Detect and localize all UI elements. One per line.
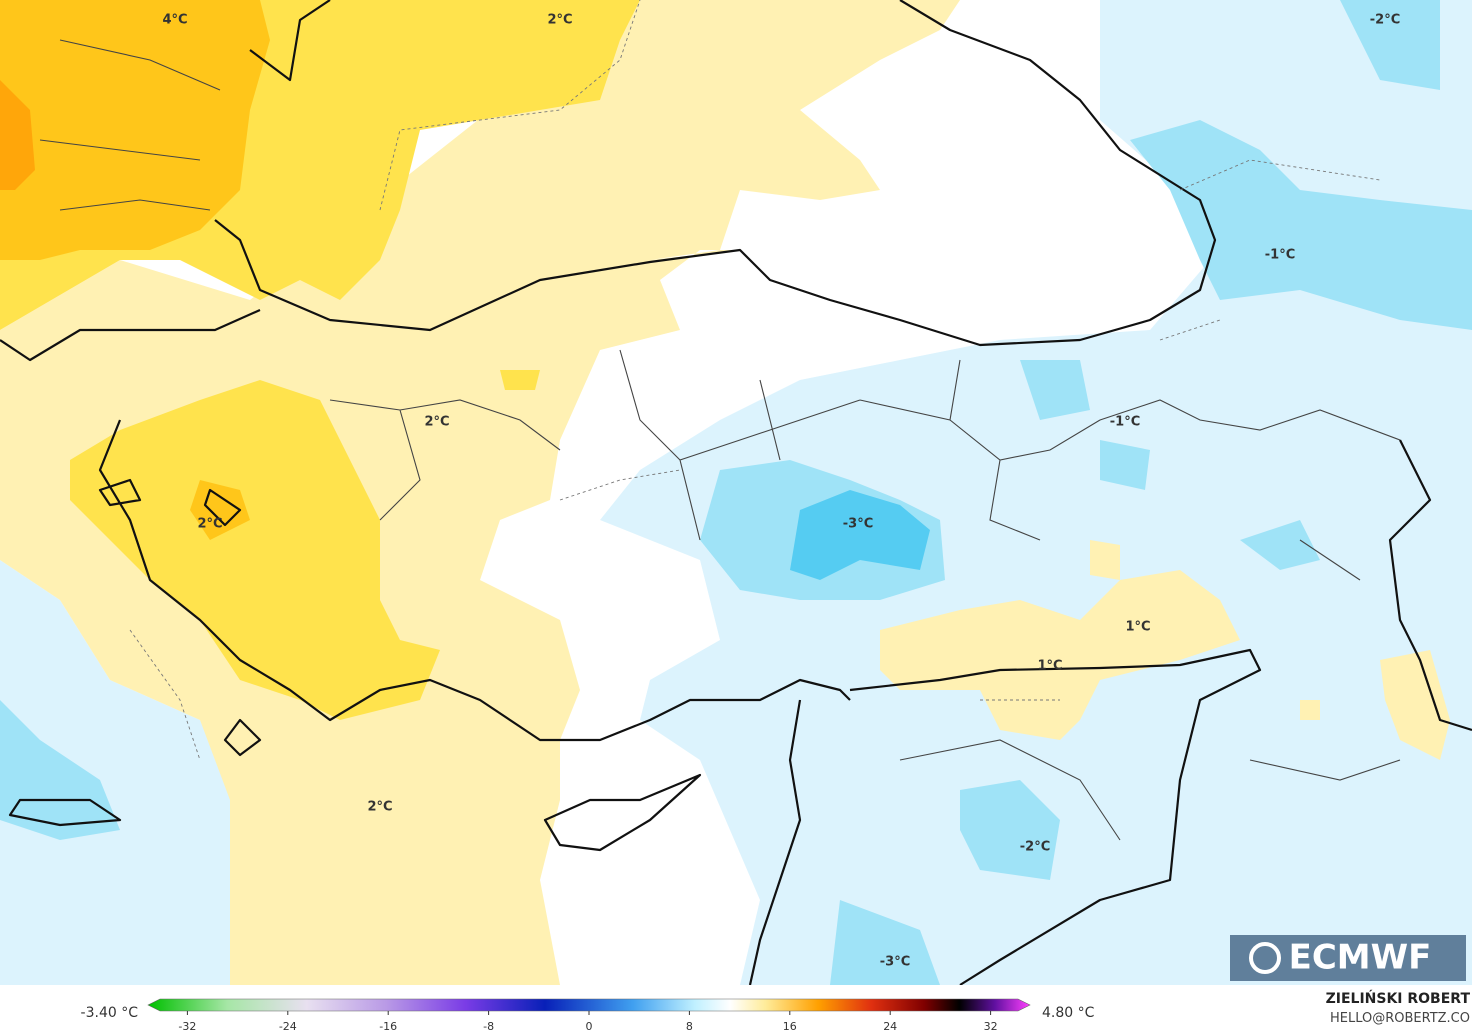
colorbar-tick-label: 8 — [686, 1020, 693, 1033]
shading — [0, 0, 1472, 985]
levant-coast — [748, 699, 802, 986]
borders — [0, 0, 1472, 986]
map-label: 2°C — [197, 517, 222, 532]
colorbar-tick-label: 24 — [883, 1020, 897, 1033]
map-label: -2°C — [1370, 13, 1400, 28]
syria-border — [849, 648, 1262, 986]
map-label: 1°C — [1037, 659, 1062, 674]
bulgaria-romania — [0, 0, 331, 362]
credit-email: HELLO@ROBERTZ.CO — [1330, 1011, 1470, 1026]
logo-icon — [1249, 942, 1281, 974]
colorbar-min-label: -3.40 °C — [81, 1005, 139, 1021]
map-label: 2°C — [547, 13, 572, 28]
credit-author: ZIELIŃSKI ROBERT — [1326, 989, 1471, 1007]
light-yellow-east — [880, 540, 1450, 760]
map-label: 4°C — [162, 13, 187, 28]
colorbar — [147, 998, 1031, 1012]
map-label: 1°C — [1125, 620, 1150, 635]
colorbar-ticks: -32 -24 -16 -8 0 8 16 24 32 — [178, 1011, 998, 1033]
islands — [8, 478, 262, 827]
map-label: -1°C — [1110, 415, 1140, 430]
iraq-iran-border — [1388, 439, 1472, 732]
colorbar-tick-label: -16 — [379, 1020, 397, 1033]
colorbar-tick-label: 16 — [783, 1020, 797, 1033]
map-label: -3°C — [843, 517, 873, 532]
blue-patches — [0, 0, 1472, 985]
map-label: 2°C — [424, 415, 449, 430]
colorbar-max-label: 4.80 °C — [1042, 1005, 1095, 1021]
colorbar-tick-label: 32 — [984, 1020, 998, 1033]
light-yellow-west — [0, 0, 960, 985]
dark-orange-edge — [0, 80, 35, 190]
map-label: -3°C — [880, 955, 910, 970]
deep-blue-core — [790, 490, 930, 580]
map-label: -2°C — [1020, 840, 1050, 855]
colorbar-tick-label: -32 — [178, 1020, 196, 1033]
map-label: -1°C — [1265, 248, 1295, 263]
contours — [129, 0, 1381, 761]
map-labels: 4°C 2°C -2°C -1°C 2°C -3°C -1°C 2°C 1°C 1°C 2°C -2°… — [162, 13, 1400, 970]
province-lines — [39, 39, 1401, 841]
turkey-south-coast — [98, 419, 851, 742]
cyprus — [543, 773, 702, 852]
orange-northwest — [0, 0, 270, 540]
light-blue-west-sea — [0, 560, 240, 985]
turkey-north-coast — [214, 0, 1217, 347]
map-label: 2°C — [367, 800, 392, 815]
colorbar-tick-label: 0 — [586, 1020, 593, 1033]
logo: ECMWF — [1289, 938, 1432, 978]
colorbar-tick-label: -24 — [279, 1020, 297, 1033]
colorbar-tick-label: -8 — [483, 1020, 494, 1033]
